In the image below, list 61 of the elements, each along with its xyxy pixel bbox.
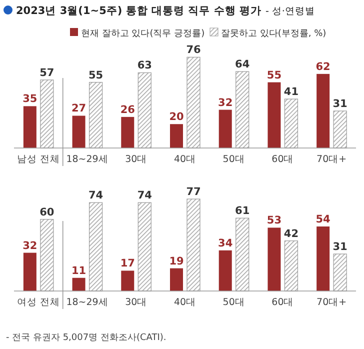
data-label: 32 <box>218 96 233 109</box>
data-label: 11 <box>71 264 86 277</box>
bar <box>23 252 36 291</box>
data-label: 55 <box>266 69 282 82</box>
data-label: 32 <box>22 240 38 252</box>
bar <box>218 110 232 148</box>
bar <box>268 82 281 148</box>
bar <box>268 228 281 291</box>
bar <box>316 226 330 291</box>
x-tick-label: 60대 <box>272 154 294 165</box>
x-tick-label: 18~29세 <box>66 154 108 165</box>
data-label: 19 <box>169 255 184 268</box>
x-tick-label: 18~29세 <box>66 297 108 308</box>
data-label: 74 <box>137 190 152 202</box>
bar <box>72 278 86 291</box>
data-label: 76 <box>186 44 201 56</box>
data-label: 60 <box>40 206 54 218</box>
chart-title: 2023년 3월(1~5주) 통합 대통령 직무 수행 평가 <box>16 5 262 17</box>
bar <box>316 74 330 148</box>
x-tick-label: 30대 <box>125 154 148 165</box>
legend-label: 현재 잘하고 있다(직무 긍정률) <box>81 29 205 39</box>
data-label: 77 <box>186 186 201 198</box>
data-label: 31 <box>332 98 348 110</box>
x-tick-label: 50대 <box>222 297 245 308</box>
data-label: 61 <box>235 205 250 218</box>
data-label: 53 <box>266 214 282 227</box>
bar <box>170 268 183 291</box>
x-tick-label: 40대 <box>174 297 196 308</box>
data-label: 34 <box>218 237 233 250</box>
chart-subtitle: - 성·연령별 <box>265 6 315 17</box>
legend-label: 잘못하고 있다(부정률, %) <box>221 29 326 39</box>
bar <box>170 124 183 148</box>
data-label: 42 <box>284 228 299 240</box>
data-label: 74 <box>88 190 104 202</box>
data-label: 35 <box>22 93 38 106</box>
bar <box>72 116 86 148</box>
x-tick-label: 60대 <box>272 297 294 308</box>
data-label: 64 <box>235 58 250 71</box>
x-tick-label: 70대+ <box>316 154 347 165</box>
bar <box>121 270 134 291</box>
text: - 전국 유권자 5,007명 전화조사(CATI). <box>6 333 166 343</box>
data-label: 55 <box>88 69 104 82</box>
data-label: 20 <box>169 111 184 124</box>
data-label: 62 <box>316 60 330 73</box>
data-label: 27 <box>71 102 86 115</box>
x-tick-label: 40대 <box>174 154 196 165</box>
data-label: 31 <box>332 240 348 253</box>
x-tick-label: 50대 <box>222 154 245 165</box>
data-label: 17 <box>120 258 135 270</box>
x-tick-label: 30대 <box>125 297 148 308</box>
x-tick-label: 여성 전체 <box>16 297 60 308</box>
data-label: 41 <box>284 86 299 98</box>
data-label: 26 <box>120 104 135 116</box>
bar <box>23 106 36 148</box>
bar <box>121 116 134 148</box>
bar <box>218 250 232 291</box>
x-tick-label: 70대+ <box>316 297 347 308</box>
data-label: 57 <box>40 66 54 79</box>
data-label: 63 <box>137 60 152 72</box>
data-label: 54 <box>316 213 330 226</box>
x-tick-label: 남성 전체 <box>16 154 60 165</box>
